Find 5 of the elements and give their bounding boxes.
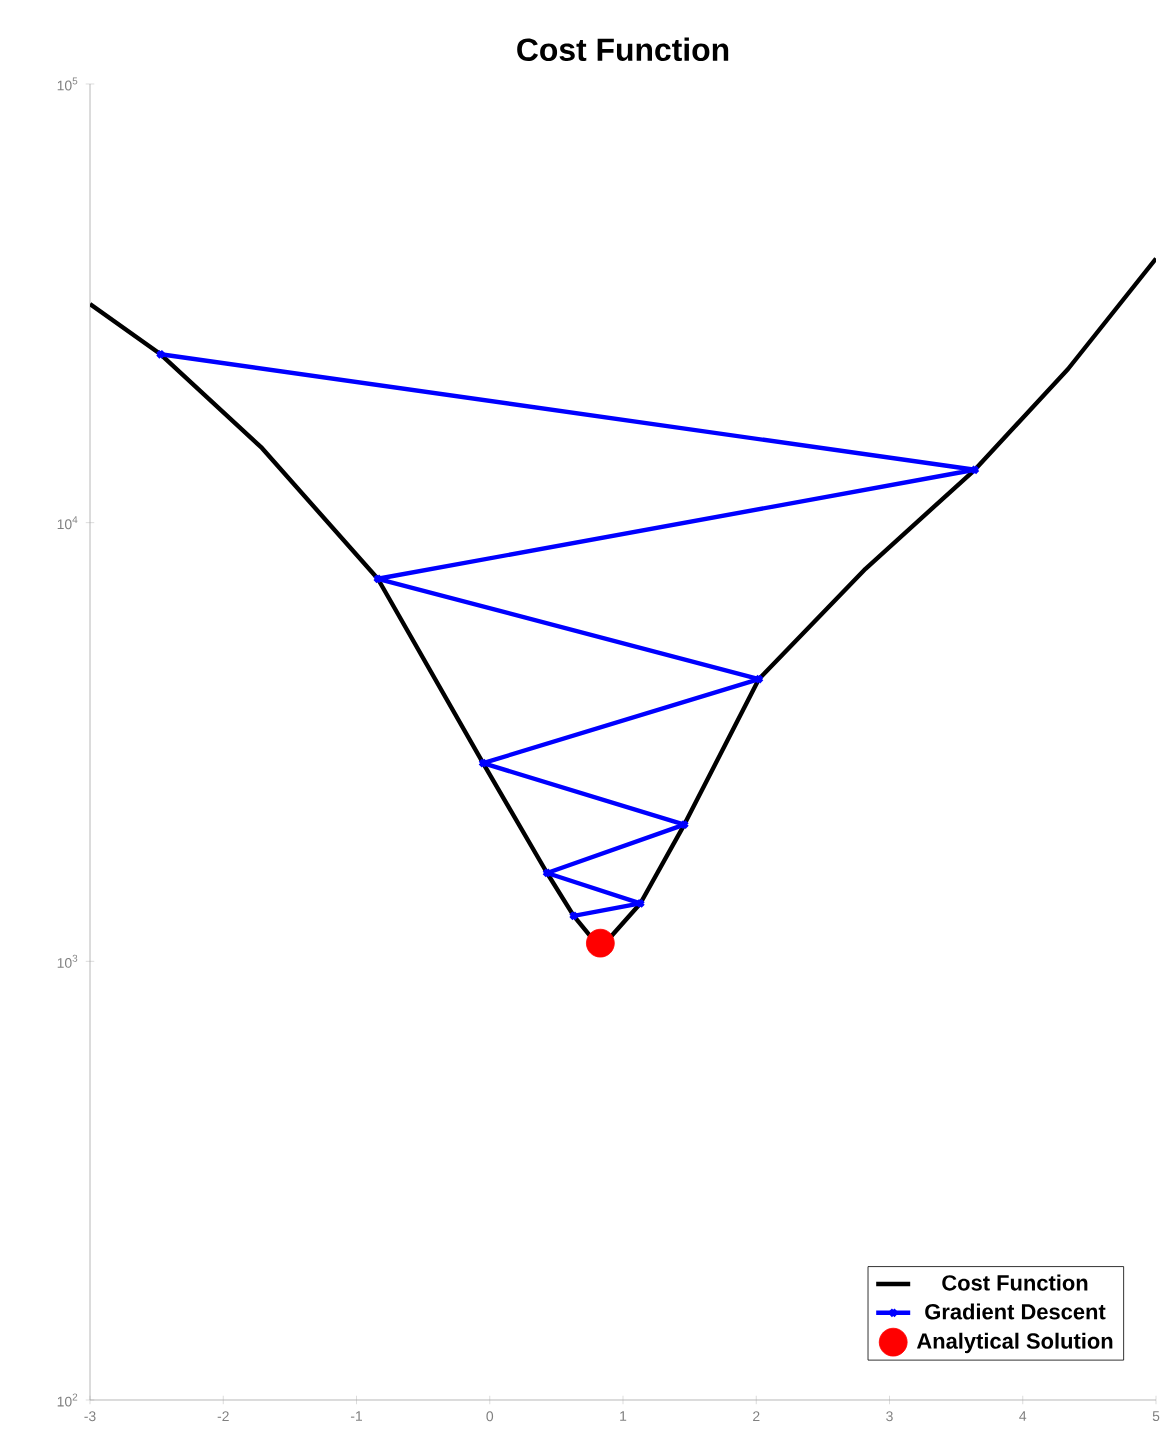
legend-label: Gradient Descent — [925, 1303, 1106, 1320]
point — [586, 928, 615, 958]
legend-label: Cost Function — [942, 1274, 1088, 1291]
legend-label: Analytical Solution — [916, 1332, 1113, 1354]
chart-title: Cost Function — [517, 37, 729, 61]
